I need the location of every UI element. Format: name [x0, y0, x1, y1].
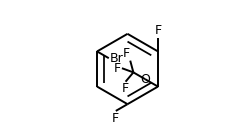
- Text: F: F: [114, 62, 121, 75]
- Text: Br: Br: [110, 52, 123, 65]
- Text: F: F: [122, 47, 129, 60]
- Text: F: F: [154, 24, 161, 37]
- Text: F: F: [112, 112, 119, 125]
- Text: O: O: [140, 73, 149, 86]
- Text: F: F: [121, 82, 128, 95]
